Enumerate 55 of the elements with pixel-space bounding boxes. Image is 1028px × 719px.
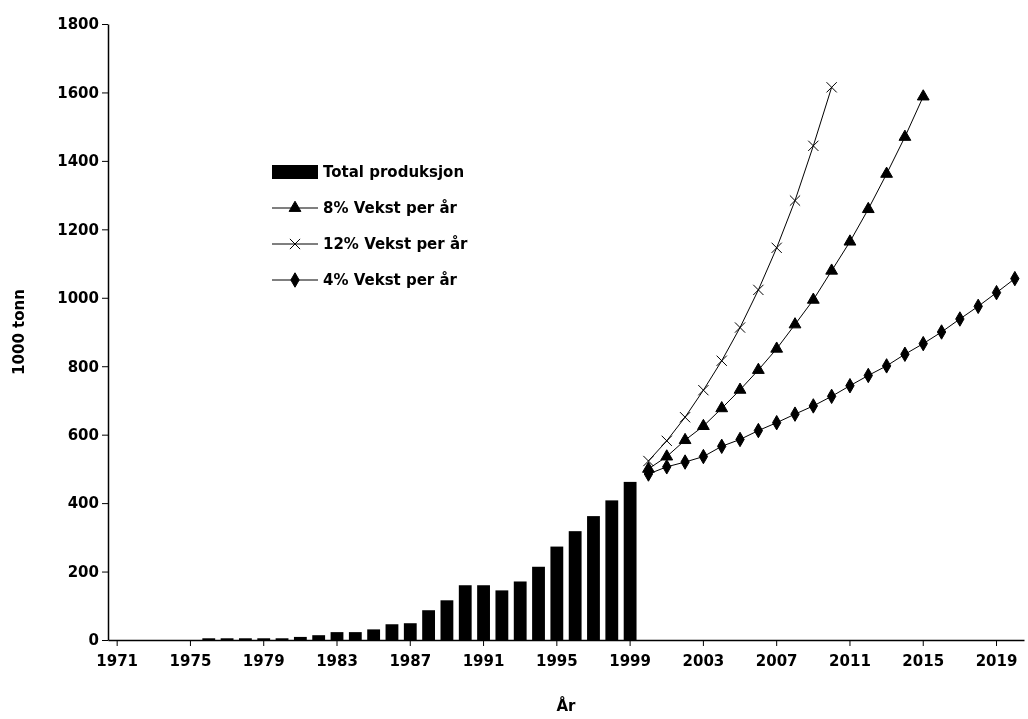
x-tick-label: 1979: [242, 651, 285, 670]
x-axis-title: År: [556, 696, 577, 715]
point: [752, 284, 764, 296]
point: [715, 401, 729, 413]
x-tick-label: 1999: [609, 651, 651, 670]
x-tick-label: 2019: [975, 651, 1018, 670]
point: [825, 263, 839, 275]
y-tick-label: 0: [88, 631, 99, 650]
x-tick-label: 2011: [829, 651, 871, 670]
point: [679, 411, 691, 423]
point: [751, 362, 765, 374]
legend-label: Total produksjon: [323, 163, 465, 181]
x-tick-label: 2015: [902, 651, 945, 670]
point: [789, 194, 801, 207]
y-tick-label: 800: [67, 357, 99, 376]
point: [916, 89, 930, 101]
x-tick-label: 1971: [96, 651, 139, 670]
point: [770, 341, 784, 353]
point: [898, 129, 912, 141]
x-tick-label: 2003: [682, 651, 725, 670]
point: [697, 418, 710, 431]
x-tick-label: 1983: [316, 651, 358, 670]
y-tick-label: 1400: [57, 152, 99, 171]
x-tick-label: 1995: [535, 651, 578, 670]
point: [771, 242, 783, 254]
legend-label: 12% Vekst per år: [323, 235, 469, 253]
point: [661, 435, 673, 447]
y-tick-label: 1600: [57, 83, 99, 102]
x-tick-label: 1987: [389, 651, 432, 670]
x-tick-label: 2007: [755, 651, 798, 670]
x-tick-label: 1975: [169, 651, 212, 670]
point: [642, 455, 655, 467]
y-tick-label: 1200: [57, 220, 99, 239]
y-tick-label: 1800: [57, 15, 99, 34]
y-tick-label: 400: [67, 494, 99, 513]
y-tick-label: 1000: [57, 289, 99, 308]
point: [788, 317, 802, 329]
point: [806, 292, 820, 304]
point: [678, 432, 692, 445]
point: [716, 355, 728, 367]
point: [807, 140, 819, 152]
legend-label: 4% Vekst per år: [323, 271, 458, 289]
y-tick-label: 200: [67, 562, 99, 581]
point: [660, 449, 674, 461]
point: [733, 382, 747, 394]
point: [843, 234, 857, 246]
point: [861, 201, 875, 214]
x-tick-label: 1991: [462, 651, 505, 670]
point: [697, 384, 710, 396]
point: [880, 166, 893, 178]
point: [734, 321, 746, 334]
legend-label: 8% Vekst per år: [323, 199, 458, 217]
y-axis-title: 1000 tonn: [10, 289, 28, 375]
point: [826, 81, 838, 93]
y-tick-label: 600: [67, 425, 99, 444]
